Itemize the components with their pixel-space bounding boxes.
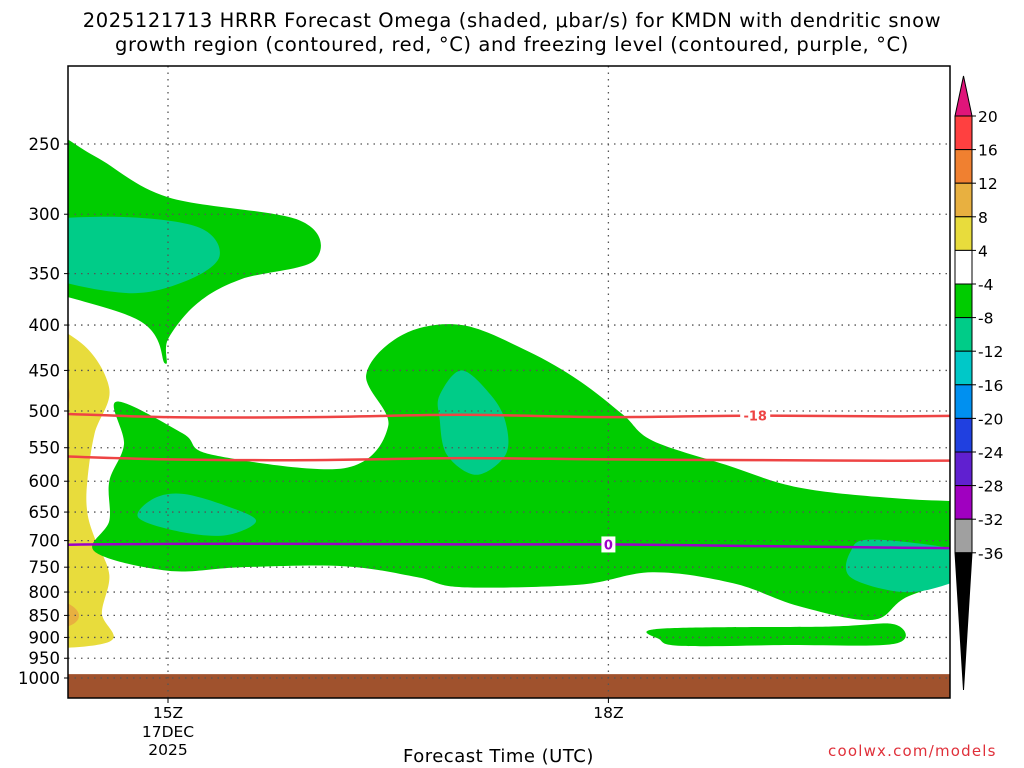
x-tick-sublabel: 17DEC	[142, 723, 194, 741]
colorbar-label: 4	[978, 242, 988, 260]
contour-label: 0	[604, 538, 613, 553]
colorbar-label: -16	[978, 377, 1003, 395]
colorbar-label: -20	[978, 410, 1003, 428]
colorbar-label: -8	[978, 310, 993, 328]
colorbar-swatch	[954, 417, 973, 453]
colorbar-label: -4	[978, 276, 993, 294]
terrain	[68, 674, 950, 698]
colorbar-bottom-arrow	[954, 552, 973, 691]
y-tick-label: 500	[29, 402, 61, 421]
freezing_level-contour	[68, 542, 950, 550]
colorbar-top-arrow	[954, 75, 973, 117]
y-tick-label: 850	[29, 606, 61, 625]
x-tick-sublabel: 2025	[148, 741, 187, 759]
x-axis: 15Z17DEC202518Z21Z00Z18DEC03Z06Z	[142, 698, 624, 759]
omega-region	[137, 493, 257, 536]
omega-region	[845, 539, 950, 593]
colorbar-label: 16	[978, 142, 998, 160]
dendritic_growth-contour	[68, 455, 950, 463]
y-tick-label: 450	[29, 361, 61, 380]
colorbar: 20 16 12 8 4 -4 -8 -12 -16 -20 -24 -28 -32 -36	[954, 75, 1003, 691]
dendritic_growth-contour	[68, 412, 950, 419]
colorbar-swatch	[954, 149, 973, 184]
colorbar-swatch	[954, 283, 973, 319]
y-tick-label: 1000	[18, 669, 60, 688]
colorbar-swatch	[954, 350, 973, 386]
colorbar-swatch	[954, 451, 973, 487]
y-tick-label: 700	[29, 532, 61, 551]
colorbar-label: -28	[978, 478, 1003, 496]
contour-label: -18	[743, 410, 767, 425]
colorbar-label: -36	[978, 545, 1003, 563]
y-tick-label: 800	[29, 583, 61, 602]
chart-title-line-2: growth region (contoured, red, °C) and f…	[115, 33, 909, 56]
y-tick-label: 550	[29, 439, 61, 458]
colorbar-label: 20	[978, 108, 998, 126]
omega-region	[68, 333, 114, 648]
omega-region	[437, 370, 509, 475]
colorbar-swatch	[954, 216, 973, 251]
omega-region	[68, 216, 220, 294]
x-tick-label: 15Z	[153, 704, 183, 722]
y-tick-label: 950	[29, 649, 61, 668]
colorbar-swatch	[954, 182, 973, 218]
omega-region	[68, 603, 79, 627]
colorbar-swatch	[954, 317, 973, 352]
contour-label-bg	[601, 536, 616, 553]
contour-label-bg	[740, 407, 771, 424]
chart-title-line-1: 2025121713 HRRR Forecast Omega (shaded, …	[82, 9, 942, 32]
colorbar-label: 12	[978, 175, 998, 193]
colorbar-label: 8	[978, 209, 988, 227]
grid	[68, 66, 950, 698]
y-tick-label: 750	[29, 558, 61, 577]
x-tick-label: 18Z	[593, 704, 623, 722]
contours: -18-1200	[68, 407, 950, 553]
y-tick-label: 350	[29, 265, 61, 284]
colorbar-label: -24	[978, 444, 1003, 462]
plot-frame	[67, 65, 951, 699]
omega-region	[646, 623, 906, 647]
colorbar-swatch	[954, 518, 973, 554]
y-tick-label: 300	[29, 205, 61, 224]
omega-region	[14, 394, 29, 415]
y-tick-label: 650	[29, 503, 61, 522]
x-axis-title: Forecast Time (UTC)	[403, 746, 594, 767]
colorbar-swatch	[954, 115, 973, 151]
terrain-fill	[68, 674, 950, 698]
source-credit[interactable]: coolwx.com/models	[828, 742, 997, 760]
omega-shading	[14, 139, 950, 648]
y-axis: 250 300 350 400 450 500 550 600 650 700 750 800 850 9…	[18, 135, 68, 688]
y-tick-label: 600	[29, 472, 61, 491]
colorbar-label: -12	[978, 343, 1003, 361]
colorbar-swatch	[954, 485, 973, 520]
colorbar-label: -32	[978, 511, 1003, 529]
y-tick-label: 400	[29, 316, 61, 335]
y-tick-label: 250	[29, 135, 61, 154]
colorbar-swatch	[954, 249, 973, 285]
y-tick-label: 900	[29, 628, 61, 647]
colorbar-swatch	[954, 384, 973, 419]
